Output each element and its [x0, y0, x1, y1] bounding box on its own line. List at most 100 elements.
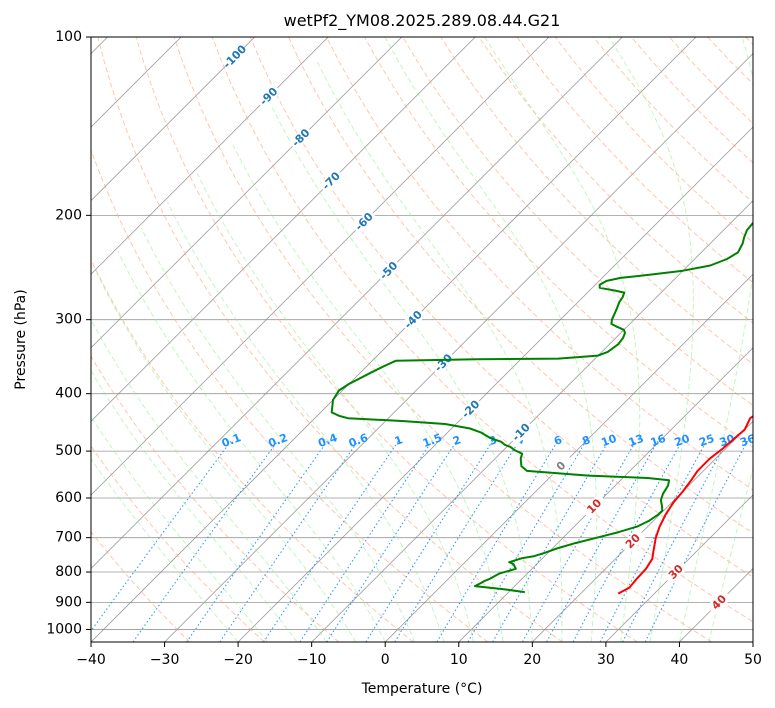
background-lines [91, 37, 753, 642]
mixing-ratio-label: 0.6 [347, 431, 370, 450]
mixing-ratio-line [394, 440, 520, 642]
mixing-ratio-line [299, 440, 433, 642]
mixing-ratio-label: 20 [673, 432, 692, 450]
dry-adiabat-line [91, 355, 340, 642]
isotherm-line [237, 126, 753, 642]
chart-title: wetPf2_YM08.2025.289.08.44.G21 [284, 11, 561, 31]
mixing-ratio-label: 2 [451, 433, 463, 448]
line-labels: 0.10.20.40.611.52346810131620253036-100-… [220, 42, 757, 616]
x-tick-label: 10 [450, 652, 468, 668]
isotherm-label-background [508, 419, 534, 446]
mixing-ratio-label: 8 [580, 433, 592, 448]
mixing-ratio-label: 25 [697, 432, 716, 449]
dry-adiabat-line [91, 531, 191, 642]
mixing-ratio-line [467, 440, 587, 642]
moist-adiabat-line [316, 61, 563, 642]
mixing-ratio-line [263, 440, 400, 642]
isotherm-line [384, 273, 753, 642]
y-tick-label: 800 [55, 564, 82, 580]
dry-adiabat-line [91, 148, 489, 642]
y-tick-label: 1000 [46, 621, 82, 637]
mixing-ratio-label: 36 [738, 432, 757, 450]
y-axis-label: Pressure (hPa) [13, 289, 29, 389]
dry-adiabat-line [516, 37, 753, 284]
isotherm-label-background [458, 396, 484, 423]
moist-adiabat-line [91, 415, 268, 642]
y-tick-label: 700 [55, 530, 82, 546]
mixing-ratio-line [186, 440, 329, 642]
isotherm-line [91, 37, 255, 202]
mixing-ratio-label: 10 [599, 432, 618, 450]
isotherm-line [91, 37, 329, 275]
dry-adiabat-line [211, 37, 753, 623]
isotherm-line [91, 37, 550, 496]
x-tick-label: 20 [523, 652, 541, 668]
moist-adiabat-line [91, 457, 239, 642]
mixing-ratio-label: 3 [487, 433, 499, 448]
mixing-ratio-line [132, 440, 279, 642]
x-tick-label: −10 [297, 652, 327, 668]
isotherm-label-background [256, 83, 282, 110]
isotherm-label-background [222, 44, 248, 70]
x-tick-label: 40 [670, 652, 688, 668]
dry-adiabat-line [135, 37, 638, 642]
mixing-ratio-label: 0.1 [220, 431, 243, 450]
x-tick-label: −20 [223, 652, 253, 668]
moist-adiabat-line [91, 369, 298, 642]
plot-frame [90, 36, 754, 643]
mixing-ratio-line [91, 440, 232, 632]
moist-adiabat-line [270, 104, 533, 642]
isotherm-label-background [663, 559, 689, 585]
mixing-ratio-line [546, 440, 659, 642]
isotherm-line [91, 37, 476, 422]
mixing-ratio-line [522, 440, 637, 642]
y-tick-label: 600 [55, 490, 82, 506]
y-tick-label: 300 [55, 312, 82, 328]
isotherm-label-background [351, 208, 377, 235]
isotherm-line [91, 37, 697, 642]
x-tick-label: −40 [76, 652, 106, 668]
mixing-ratio-line [365, 440, 494, 642]
mixing-ratio-line [219, 440, 359, 642]
moist-adiabat-line [167, 201, 445, 642]
profile-series [330, 221, 753, 595]
isotherm-label-background [706, 589, 732, 616]
dry-adiabat-line [478, 37, 753, 324]
moist-adiabat-line [91, 318, 327, 642]
y-tick-label: 900 [55, 594, 82, 610]
dewpoint-line [330, 221, 753, 594]
mixing-ratio-line [644, 440, 749, 642]
x-axis-label: Temperature (°C) [361, 681, 483, 697]
axes: −40 −30 −20 −10 0 10 20 30 40 5010020030040050060… [46, 29, 762, 668]
isotherm-label-background [400, 306, 427, 333]
dry-adiabat-line [173, 37, 713, 642]
isotherm-label-background [376, 257, 402, 284]
moist-adiabat-line [484, 37, 641, 642]
mixing-ratio-line [326, 440, 458, 642]
mixing-ratio-label: 1 [393, 433, 405, 448]
y-tick-label: 200 [55, 207, 82, 223]
dry-adiabat-line [97, 37, 563, 642]
moist-adiabat-line [96, 272, 357, 642]
y-tick-label: 500 [55, 443, 82, 459]
y-tick-label: 400 [55, 386, 82, 402]
mixing-ratio-label: 30 [718, 432, 737, 450]
x-tick-label: 0 [381, 652, 390, 668]
dry-adiabat-line [326, 37, 753, 491]
moist-adiabat-line [117, 251, 386, 642]
dry-adiabat-line [91, 445, 265, 642]
dry-adiabat-line [402, 37, 753, 407]
isotherm-label-background [430, 350, 457, 376]
mixing-ratio-line [572, 440, 683, 642]
mixing-ratio-line [436, 440, 559, 642]
isotherm-label-background [318, 168, 345, 194]
moist-adiabat-line [384, 37, 598, 642]
mixing-ratio-label: 13 [627, 432, 646, 449]
y-tick-label: 100 [55, 29, 82, 45]
temperature-line [617, 415, 753, 595]
isotherm-label-background [620, 528, 646, 555]
x-tick-label: 50 [744, 652, 762, 668]
dry-adiabat-line [249, 37, 753, 578]
